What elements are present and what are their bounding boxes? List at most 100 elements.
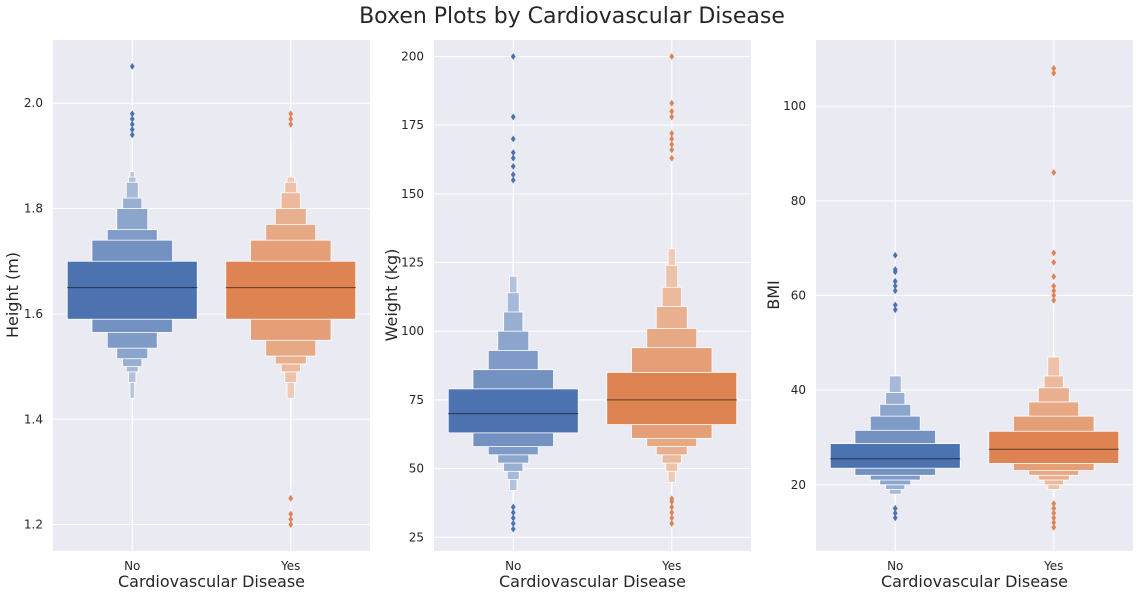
height-x-axis-label: Cardiovascular Disease (118, 572, 305, 591)
height-yes-outlier-point (288, 115, 294, 123)
bmi-no-outlier-point (892, 505, 898, 512)
weight-yes-outlier-point (669, 520, 675, 527)
weight-no-outlier-point (510, 154, 516, 162)
weight-plot-area (434, 40, 751, 551)
weight-no-outlier-point (510, 520, 516, 527)
weight-no-outlier-point (510, 176, 516, 184)
height-yes-boxen-level (225, 260, 357, 320)
bmi-yes-outlier-point (1051, 282, 1057, 290)
bmi-yes-boxen-level (988, 430, 1120, 464)
weight-y-tick-label: 100 (401, 324, 424, 338)
bmi-yes-outlier-point (1051, 249, 1057, 257)
bmi-x-axis-label: Cardiovascular Disease (881, 572, 1068, 591)
weight-yes-outlier-point (669, 146, 675, 154)
weight-no-outlier-point (510, 514, 516, 522)
weight-yes-outlier-point (669, 514, 675, 522)
height-no-outlier-point (129, 115, 135, 123)
height-no-outlier-point (129, 126, 135, 133)
height-y-tick-label: 1.6 (24, 307, 43, 321)
weight-yes-outlier-point (669, 503, 675, 511)
weight-y-axis-label: Weight (kg) (382, 249, 401, 342)
height-y-tick-label: 1.2 (24, 518, 43, 532)
bmi-y-axis-label: BMI (764, 280, 783, 310)
bmi-no-outlier-point (892, 287, 898, 295)
bmi-yes-outlier-point (1051, 64, 1057, 72)
height-no-outlier-point (129, 62, 135, 70)
weight-panel: 25 50 75 100 125 150 175 200 No Yes Cardiovascul… (382, 40, 751, 591)
bmi-yes-outlier-point (1051, 509, 1057, 517)
weight-y-tick-label: 75 (409, 393, 424, 407)
height-yes-outlier-point (288, 110, 294, 118)
bmi-y-tick-label: 40 (791, 383, 806, 397)
weight-x-tick-label: Yes (661, 559, 681, 573)
bmi-no-outlier-point (892, 514, 898, 522)
height-y-axis-label: Height (m) (3, 252, 22, 338)
weight-y-tick-label: 200 (401, 49, 424, 63)
weight-no-outlier-point (510, 503, 516, 511)
bmi-y-tick-label: 80 (791, 194, 806, 208)
height-y-tick-label: 1.8 (24, 202, 43, 216)
bmi-y-tick-label: 60 (791, 289, 806, 303)
weight-y-tick-label: 125 (401, 256, 424, 270)
bmi-y-tick-label: 20 (791, 478, 806, 492)
bmi-yes-outlier-point (1051, 69, 1057, 77)
weight-yes-outlier-point (669, 135, 675, 143)
weight-yes-outlier-point (669, 154, 675, 162)
height-yes-outlier-point (288, 510, 294, 518)
height-panel: 1.2 1.4 1.6 1.8 2.0 No Yes Cardiovascular Dis… (3, 40, 370, 591)
bmi-no-outlier-point (892, 266, 898, 273)
bmi-yes-outlier-point (1051, 514, 1057, 522)
height-y-tick-label: 1.4 (24, 412, 43, 426)
bmi-yes-outlier-point (1051, 287, 1057, 295)
weight-no-outlier-point (510, 525, 516, 533)
bmi-no-outlier-point (892, 301, 898, 309)
bmi-yes-outlier-point (1051, 500, 1057, 508)
bmi-no-outlier-point (892, 306, 898, 314)
weight-yes-outlier-point (669, 108, 675, 115)
bmi-yes-outlier-point (1051, 258, 1057, 266)
bmi-panel: 20 40 60 80 100 No Yes Cardiovascular Disease… (764, 40, 1133, 591)
weight-no-outlier-point (510, 53, 516, 60)
bmi-y-tick-label: 100 (783, 99, 806, 113)
weight-x-axis-label: Cardiovascular Disease (499, 572, 686, 591)
bmi-no-boxen-level (829, 443, 961, 469)
bmi-no-outlier-point (892, 251, 898, 259)
bmi-yes-outlier-point (1051, 519, 1057, 527)
weight-y-tick-label: 150 (401, 187, 424, 201)
bmi-yes-outlier-point (1051, 523, 1057, 531)
weight-no-boxen-level (447, 388, 579, 434)
height-yes-outlier-point (288, 515, 294, 523)
weight-yes-outlier-point (669, 495, 675, 503)
weight-no-outlier-point (510, 509, 516, 516)
bmi-x-tick-label: Yes (1043, 559, 1063, 573)
height-no-outlier-point (129, 120, 135, 128)
bmi-no-outlier-point (892, 509, 898, 517)
height-no-outlier-point (129, 110, 135, 118)
weight-no-outlier-point (510, 162, 516, 170)
height-x-tick-label: No (124, 559, 140, 573)
bmi-yes-outlier-point (1051, 273, 1057, 280)
bmi-yes-outlier-point (1051, 505, 1057, 512)
bmi-yes-outlier-point (1051, 296, 1057, 304)
height-yes-outlier-point (288, 120, 294, 128)
weight-no-outlier-point (510, 171, 516, 179)
weight-yes-outlier-point (669, 99, 675, 107)
bmi-yes-outlier-point (1051, 292, 1057, 299)
bmi-yes-outlier-point (1051, 169, 1057, 176)
weight-y-tick-label: 175 (401, 118, 424, 132)
bmi-no-outlier-point (892, 277, 898, 285)
bmi-no-outlier-point (892, 282, 898, 290)
weight-y-tick-label: 50 (409, 462, 424, 476)
height-yes-outlier-point (288, 521, 294, 529)
weight-no-outlier-point (510, 113, 516, 121)
height-no-outlier-point (129, 131, 135, 139)
bmi-x-tick-label: No (887, 559, 903, 573)
weight-y-tick-label: 25 (409, 530, 424, 544)
weight-x-tick-label: No (505, 559, 521, 573)
figure-title: Boxen Plots by Cardiovascular Disease (359, 4, 785, 29)
weight-yes-outlier-point (669, 53, 675, 60)
height-no-boxen-level (66, 260, 198, 320)
weight-yes-outlier-point (669, 130, 675, 137)
weight-no-outlier-point (510, 135, 516, 143)
